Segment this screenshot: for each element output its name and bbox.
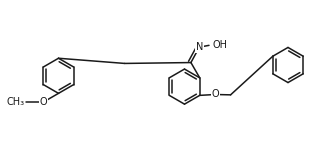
Text: CH₃: CH₃ [6,97,25,107]
Text: N: N [196,42,203,52]
Text: OH: OH [213,40,227,50]
Text: O: O [40,97,47,107]
Text: O: O [211,90,219,99]
